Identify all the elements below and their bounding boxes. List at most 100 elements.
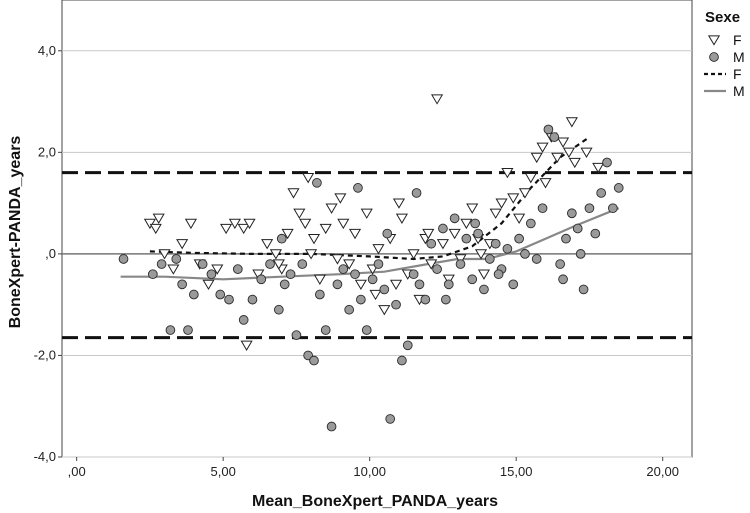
point-m xyxy=(197,259,208,269)
point-m xyxy=(420,294,431,305)
point-m xyxy=(549,132,560,142)
point-m xyxy=(118,254,129,264)
point-f xyxy=(551,152,564,164)
point-m xyxy=(561,233,571,244)
point-f xyxy=(518,188,532,199)
data-points xyxy=(118,94,624,432)
point-m xyxy=(613,183,624,193)
point-f xyxy=(562,147,576,158)
point-m xyxy=(147,269,158,280)
point-m xyxy=(449,213,460,224)
point-m xyxy=(470,218,481,229)
point-m xyxy=(373,259,384,269)
point-f xyxy=(220,223,233,235)
point-f xyxy=(378,305,391,316)
point-m xyxy=(350,269,360,280)
point-m xyxy=(531,254,542,264)
point-m xyxy=(379,284,390,295)
point-m xyxy=(326,421,337,432)
y-tick-label: 4,0 xyxy=(38,43,56,58)
fit-line-f xyxy=(149,136,591,261)
point-f xyxy=(240,340,253,351)
point-m xyxy=(224,294,234,305)
point-f xyxy=(302,173,315,184)
point-m xyxy=(567,208,577,219)
point-m xyxy=(432,264,442,274)
point-f xyxy=(287,188,300,199)
point-f xyxy=(334,193,347,204)
point-m xyxy=(473,228,483,239)
point-m xyxy=(555,259,565,269)
x-tick-labels: ,00 5,00 10,00 15,00 20,00 xyxy=(68,457,679,479)
point-m xyxy=(247,294,258,305)
point-f xyxy=(524,173,537,184)
point-f xyxy=(237,223,250,235)
point-m xyxy=(273,304,284,315)
legend-symbol-f xyxy=(707,35,721,46)
point-f xyxy=(580,147,593,158)
point-m xyxy=(414,279,425,290)
point-m xyxy=(276,233,287,244)
point-m xyxy=(514,233,524,244)
point-m xyxy=(572,223,583,234)
point-f xyxy=(513,213,526,225)
point-m xyxy=(315,289,325,300)
point-m xyxy=(279,279,290,290)
point-f xyxy=(313,274,326,285)
point-f xyxy=(337,218,350,230)
legend-title: Sexe xyxy=(705,9,740,26)
point-m xyxy=(385,414,396,424)
point-f xyxy=(299,218,312,230)
point-m xyxy=(543,124,554,135)
point-f xyxy=(448,228,461,240)
legend-label: M xyxy=(733,49,745,65)
point-f xyxy=(202,279,215,291)
point-m xyxy=(338,264,349,274)
point-m xyxy=(397,355,407,366)
point-f xyxy=(466,203,479,214)
point-f xyxy=(460,218,473,230)
point-m xyxy=(578,284,589,295)
point-f xyxy=(331,254,344,265)
point-f xyxy=(152,213,165,225)
point-f xyxy=(348,228,362,240)
point-f xyxy=(272,259,285,270)
legend-symbol-m xyxy=(709,52,719,62)
point-m xyxy=(165,325,176,335)
legend-label: M xyxy=(733,83,745,99)
point-m xyxy=(332,279,343,290)
point-m xyxy=(189,289,199,300)
point-m xyxy=(215,289,226,300)
x-axis-title: Mean_BoneXpert_PANDA_years xyxy=(252,493,498,510)
point-m xyxy=(584,203,595,214)
point-f xyxy=(495,198,508,209)
point-m xyxy=(391,299,401,310)
point-m xyxy=(596,188,607,198)
point-f xyxy=(539,178,552,189)
point-f xyxy=(395,213,408,225)
point-f xyxy=(422,228,435,240)
point-m xyxy=(156,259,167,269)
point-m xyxy=(232,264,243,274)
point-f xyxy=(425,259,438,270)
point-m xyxy=(484,254,495,264)
point-m xyxy=(441,294,451,305)
y-tick-label: -2,0 xyxy=(34,347,56,362)
point-m xyxy=(575,249,586,259)
point-m xyxy=(356,294,366,305)
point-f xyxy=(149,223,162,235)
point-m xyxy=(183,325,193,335)
point-m xyxy=(602,157,612,168)
point-f xyxy=(354,279,367,291)
x-tick-label: 5,00 xyxy=(211,464,236,479)
point-m xyxy=(467,274,478,285)
point-f xyxy=(507,193,520,204)
legend-label: F xyxy=(733,66,742,82)
point-m xyxy=(590,228,601,239)
y-tick-label: ,0 xyxy=(45,246,56,261)
point-m xyxy=(402,340,413,351)
x-tick-label: 10,00 xyxy=(353,464,386,479)
point-m xyxy=(309,355,319,366)
point-f xyxy=(293,208,306,219)
